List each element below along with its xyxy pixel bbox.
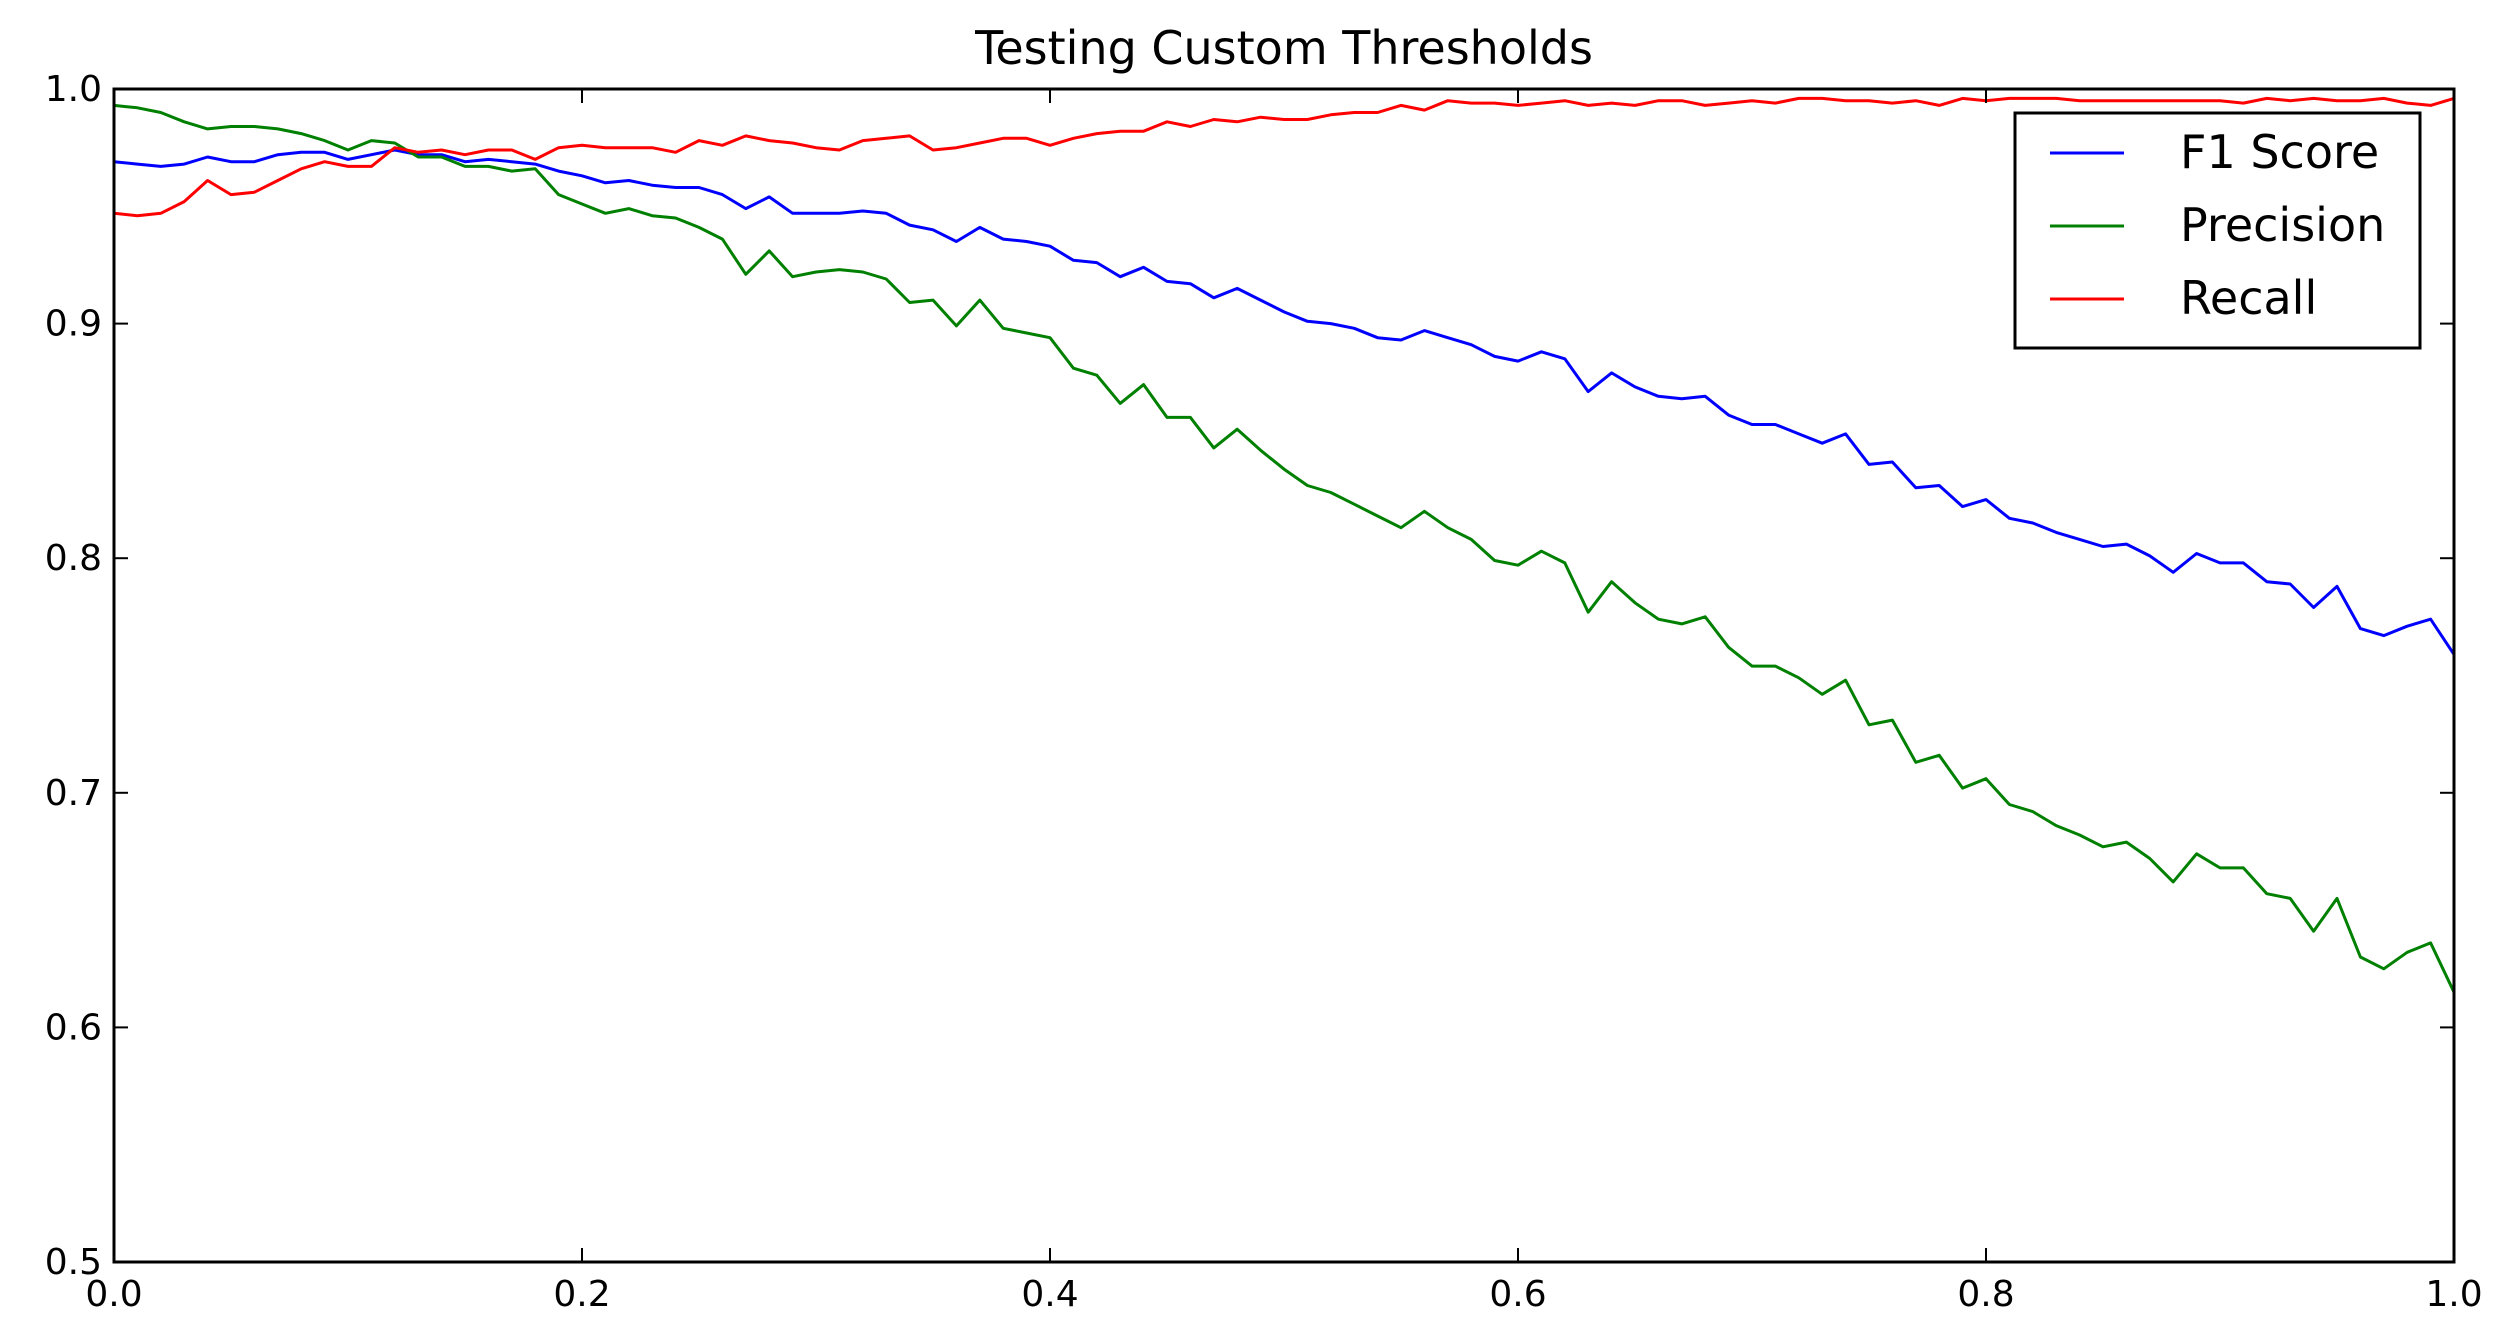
x-tick-label: 1.0 [2425,1274,2482,1315]
legend-label-2: Recall [2180,271,2317,325]
chart-title: Testing Custom Thresholds [974,21,1593,75]
legend-box [2013,111,2422,350]
legend-label-0: F1 Score [2180,125,2379,179]
axes: 0.0 0.2 0.4 0.6 0.8 1.0 0.5 0.6 0.7 0.8 0.9 1.0 [45,69,2483,1315]
y-tick-label: 0.9 [45,304,102,345]
y-tick-label: 1.0 [45,69,102,110]
x-tick-label: 0.6 [1489,1274,1546,1315]
series-line-2 [113,96,2455,218]
x-tick-label: 0.8 [1957,1274,2014,1315]
y-tick-label: 0.8 [45,538,102,579]
legend-label-1: Precision [2180,198,2385,252]
series-line-1 [113,103,2456,993]
x-tick-label: 0.2 [553,1274,610,1315]
series-line-0 [113,148,2456,656]
plot-area [113,96,2456,993]
x-tick-label: 0.0 [85,1274,142,1315]
y-tick-label: 0.7 [45,773,102,814]
legend: F1 Score Precision Recall [2013,111,2422,350]
y-tick-label: 0.5 [45,1242,102,1283]
plot-frame [112,87,2456,1264]
x-tick-label: 0.4 [1021,1274,1078,1315]
y-tick-label: 0.6 [45,1007,102,1048]
